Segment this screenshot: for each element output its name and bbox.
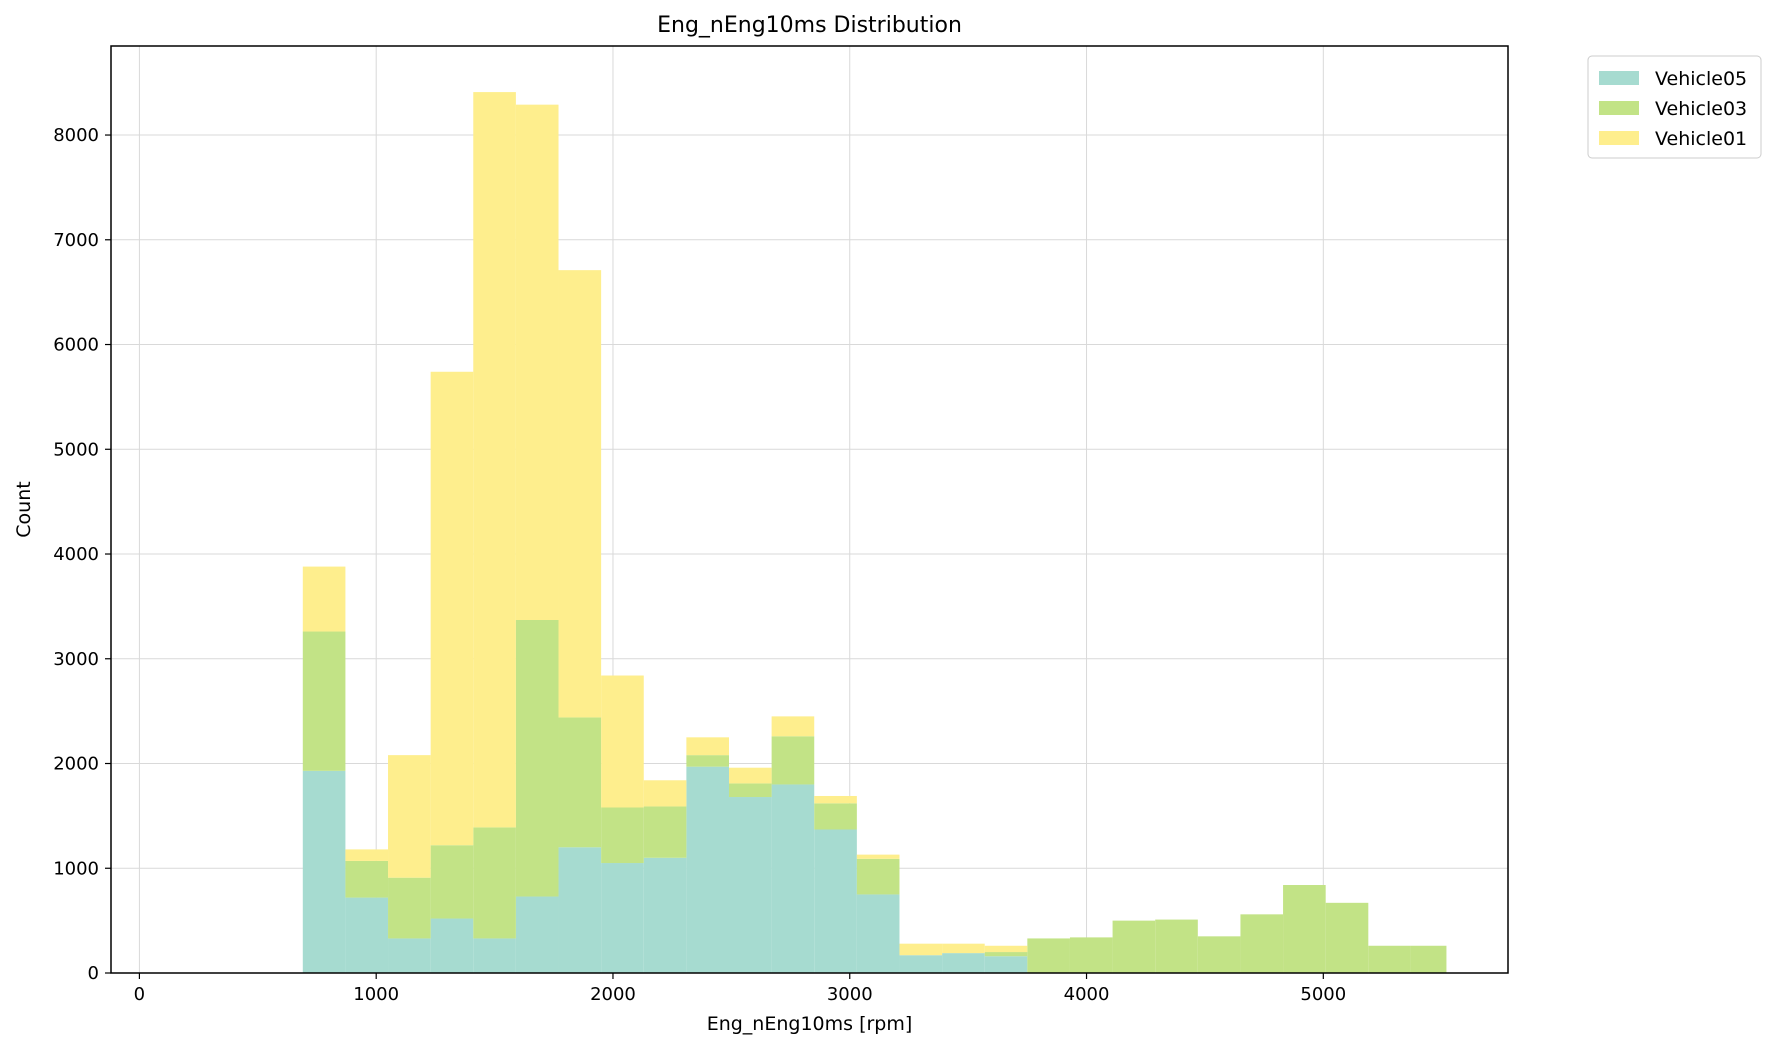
bar-vehicle03: [1155, 919, 1198, 973]
y-tick-label: 7000: [53, 230, 99, 251]
bar-vehicle05: [515, 896, 559, 973]
bar-vehicle01: [601, 675, 644, 808]
bar-vehicle05: [345, 897, 389, 973]
bar-vehicle01: [686, 737, 729, 756]
x-tick-label: 2000: [590, 984, 636, 1005]
bar-vehicle01: [643, 780, 687, 807]
legend: Vehicle05 Vehicle03 Vehicle01: [1587, 55, 1762, 159]
bar-vehicle03: [1112, 920, 1156, 973]
bar-vehicle03: [1240, 914, 1284, 973]
bar-vehicle05: [899, 955, 943, 973]
bar-vehicle05: [558, 847, 602, 973]
bar-vehicle03: [814, 803, 857, 830]
bar-vehicle05: [814, 829, 857, 973]
x-tick-label: 5000: [1300, 984, 1346, 1005]
series-vehicle03: [302, 620, 1447, 973]
bar-vehicle05: [942, 953, 985, 973]
bar-vehicle05: [984, 956, 1028, 973]
bar-vehicle03: [430, 845, 474, 919]
bar-vehicle01: [430, 371, 474, 846]
series-vehicle05: [302, 766, 1028, 973]
legend-label-vehicle01: Vehicle01: [1655, 128, 1747, 150]
bar-vehicle05: [643, 857, 687, 973]
bar-vehicle03: [302, 631, 346, 771]
bar-vehicle03: [601, 807, 644, 864]
legend-label-vehicle05: Vehicle05: [1655, 68, 1747, 90]
bar-vehicle01: [771, 716, 815, 737]
legend-label-vehicle03: Vehicle03: [1655, 98, 1747, 120]
bar-vehicle03: [1283, 885, 1326, 973]
bar-vehicle03: [686, 755, 729, 767]
bar-vehicle01: [814, 795, 857, 804]
bar-vehicle03: [388, 877, 431, 939]
legend-swatch-vehicle01: [1599, 131, 1639, 145]
bar-vehicle01: [942, 943, 985, 954]
y-tick-label: 4000: [53, 544, 99, 565]
x-tick-label: 1000: [353, 984, 399, 1005]
y-axis-ticks: 0 1000 2000 3000 4000 5000 6000 7000 8000: [53, 125, 111, 984]
bar-vehicle03: [1027, 938, 1070, 973]
bar-vehicle03: [1197, 936, 1241, 973]
chart-title: Eng_nEng10ms Distribution: [657, 13, 962, 38]
bar-vehicle01: [345, 849, 389, 861]
bar-vehicle05: [601, 863, 644, 973]
bar-vehicle01: [899, 943, 943, 956]
legend-swatch-vehicle03: [1599, 101, 1639, 115]
y-tick-label: 3000: [53, 649, 99, 670]
bar-vehicle01: [856, 854, 900, 859]
bar-vehicle03: [1069, 937, 1113, 973]
y-tick-label: 0: [88, 963, 99, 984]
bar-vehicle05: [856, 894, 900, 973]
bar-vehicle01: [728, 767, 772, 784]
y-axis-label: Count: [13, 481, 35, 537]
bar-vehicle03: [1410, 945, 1447, 973]
x-axis-ticks: 0 1000 2000 3000 4000 5000: [134, 973, 1346, 1005]
bar-vehicle01: [388, 755, 431, 878]
y-tick-label: 6000: [53, 335, 99, 356]
bar-vehicle01: [302, 566, 346, 632]
bar-vehicle01: [984, 945, 1028, 953]
bar-vehicle05: [430, 918, 474, 973]
bar-vehicle01: [473, 92, 516, 828]
bar-vehicle05: [302, 770, 346, 973]
histogram-bars: [302, 92, 1447, 973]
bar-vehicle03: [1368, 945, 1411, 973]
x-tick-label: 3000: [827, 984, 873, 1005]
bar-vehicle03: [345, 860, 389, 898]
legend-swatch-vehicle05: [1599, 71, 1639, 85]
series-vehicle01: [302, 92, 1028, 956]
x-axis-label: Eng_nEng10ms [rpm]: [707, 1013, 913, 1035]
x-tick-label: 0: [134, 984, 145, 1005]
bar-vehicle05: [728, 797, 772, 973]
bar-vehicle05: [771, 784, 815, 973]
bar-vehicle05: [686, 766, 729, 973]
y-tick-label: 2000: [53, 754, 99, 775]
bar-vehicle05: [388, 938, 431, 973]
bar-vehicle03: [856, 858, 900, 895]
y-tick-label: 1000: [53, 858, 99, 879]
bar-vehicle03: [728, 783, 772, 798]
bar-vehicle01: [515, 104, 559, 621]
y-tick-label: 8000: [53, 125, 99, 146]
bar-vehicle03: [473, 827, 516, 939]
bar-vehicle03: [1325, 902, 1369, 973]
x-tick-label: 4000: [1064, 984, 1110, 1005]
bar-vehicle03: [984, 952, 1028, 957]
y-tick-label: 5000: [53, 439, 99, 460]
bar-vehicle03: [558, 717, 602, 848]
bar-vehicle03: [643, 806, 687, 858]
bar-vehicle01: [558, 270, 602, 718]
bar-vehicle03: [515, 620, 559, 897]
plot-frame: [110, 45, 1509, 974]
bar-vehicle03: [771, 736, 815, 785]
bar-vehicle05: [473, 938, 516, 973]
